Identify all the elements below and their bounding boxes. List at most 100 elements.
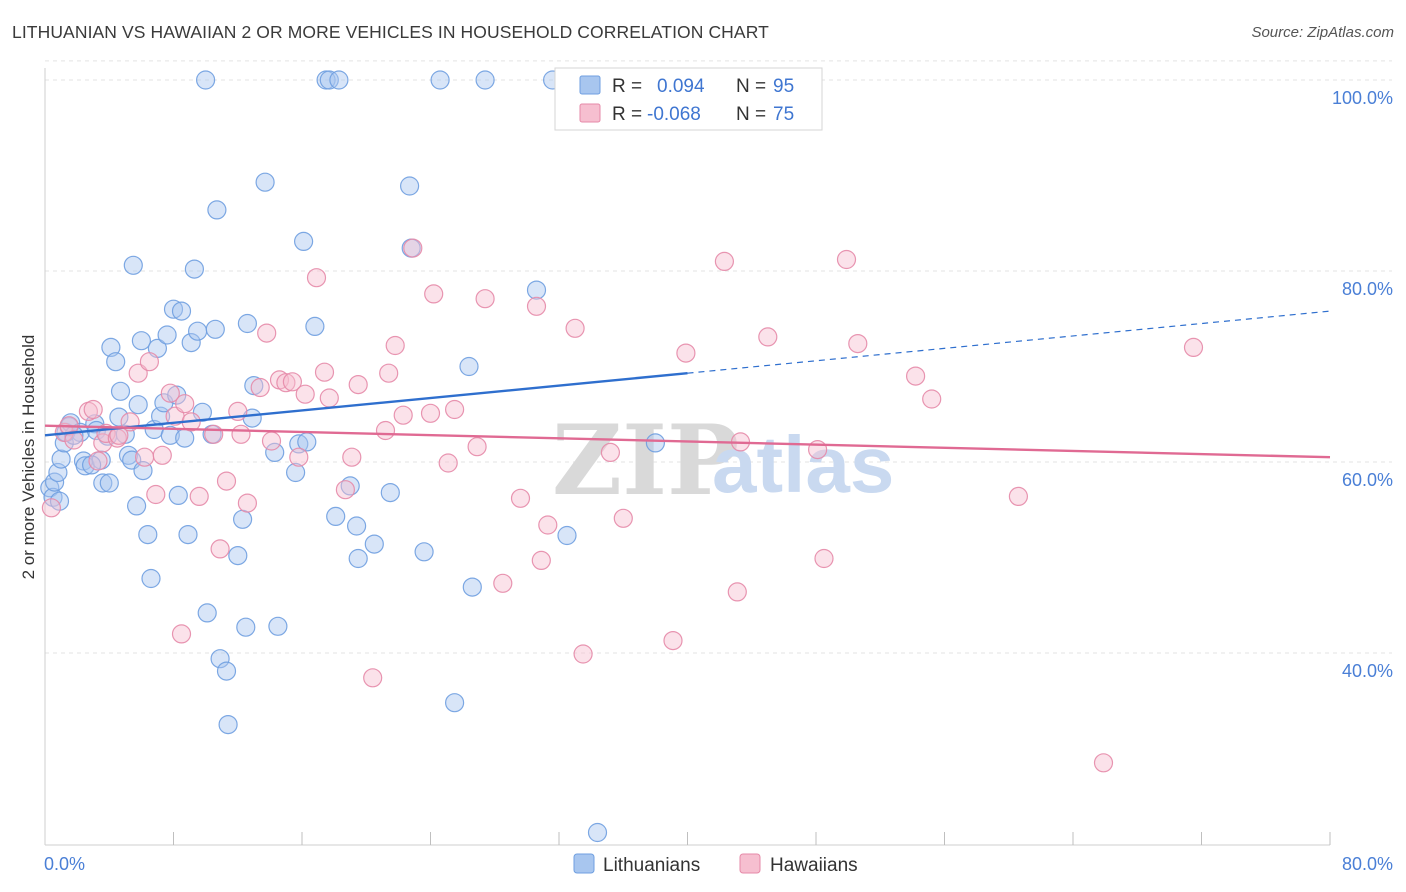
hawaiian-point (424, 284, 444, 304)
lithuanian-point (184, 259, 204, 279)
hawaiian-point (385, 335, 405, 356)
lithuanian-point (347, 516, 367, 536)
lithuanian-point (265, 442, 285, 462)
lithuanian-point (329, 70, 349, 90)
hawaiian-point (905, 366, 926, 386)
hawaiian-point (1008, 486, 1029, 506)
hawaiian-point (135, 447, 155, 467)
hawaiian-point (237, 493, 257, 513)
hawaiian-point (814, 548, 834, 569)
legend-r-label-2: R = (612, 104, 642, 125)
lithuanian-point (99, 473, 119, 493)
hawaiian-point (88, 451, 108, 471)
hawaiian-point (231, 424, 251, 444)
lithuanian-point (110, 381, 131, 401)
hawaiian-point (727, 582, 747, 602)
hawaiian-point (139, 352, 159, 372)
lithuanian-point (430, 70, 450, 90)
lithuanian-point (207, 200, 227, 220)
stats-legend: R = 0.094 N = 95 R = -0.068 N = 75 (554, 67, 823, 131)
lithuanian-point (459, 356, 479, 377)
legend-n-label-1: N = (736, 76, 766, 97)
legend-r-label-1: R = (612, 76, 642, 97)
lithuanian-point (205, 319, 225, 339)
hawaiian-point (807, 440, 828, 460)
y-tick-label: 100.0% (1332, 88, 1393, 108)
chart-source: Source: ZipAtlas.com (1251, 24, 1394, 41)
hawaiian-point (276, 373, 296, 393)
bottom-legend-label-hawaiians: Hawaiians (770, 855, 858, 876)
hawaiian-point (216, 471, 237, 491)
lithuanian-point (305, 316, 325, 336)
hawaiian-point (1093, 753, 1114, 773)
lithuanian-point (138, 524, 158, 545)
lithuanian-point (106, 352, 126, 372)
hawaiian-point (714, 251, 735, 271)
legend-n-value-1: 95 (773, 76, 794, 97)
lithuanian-point (400, 176, 420, 196)
hawaiian-point (306, 268, 327, 288)
hawaiian-point (922, 389, 942, 409)
hawaiian-point (475, 289, 495, 309)
x-tick-label-min: 0.0% (44, 854, 85, 874)
lithuanian-point (526, 280, 547, 300)
legend-swatch-lithuanians (579, 75, 601, 95)
lithuanian-point (101, 337, 121, 357)
x-tick-label-max: 80.0% (1342, 854, 1393, 874)
hawaiian-point (420, 403, 441, 423)
series-legend: Lithuanians Hawaiians (573, 853, 858, 876)
lithuanian-point (326, 506, 346, 527)
y-tick-labels: 40.0% 60.0% 80.0% 100.0% (1332, 88, 1393, 681)
hawaiian-point (189, 486, 209, 506)
hawaiian-point (175, 394, 195, 414)
hawaiian-point (250, 377, 270, 398)
lithuanian-point (123, 255, 143, 275)
hawaiian-point (64, 430, 84, 450)
chart-title: LITHUANIAN VS HAWAIIAN 2 OR MORE VEHICLE… (12, 22, 769, 42)
lithuanian-point (128, 395, 148, 415)
hawaiian-point (109, 425, 129, 445)
hawaiian-point (493, 573, 513, 593)
hawaiian-point (467, 437, 487, 457)
lithuanian-point (178, 524, 198, 545)
y-axis-label: 2 or more Vehicles in Household (19, 335, 38, 580)
trend-lines (44, 310, 1331, 459)
grid-lines (45, 60, 1392, 654)
hawaiian-point (613, 508, 633, 528)
lithuanian-point (171, 301, 192, 321)
lithuanian-point (168, 485, 188, 505)
lithuanian-point (196, 70, 216, 90)
data-points (40, 70, 1204, 843)
hawaiian-point (663, 630, 683, 651)
lithuanian-point (228, 545, 248, 566)
hawaiian-point (403, 238, 423, 258)
lithuanian-point (175, 428, 195, 448)
hawaiian-point (295, 384, 315, 404)
lithuanian-point (319, 70, 339, 90)
lithuanian-point (462, 577, 482, 597)
lithuanian-point (587, 822, 608, 843)
hawaiian-point (83, 399, 103, 420)
lithuanian-point (233, 509, 253, 529)
lithuanian-point (188, 321, 208, 341)
hawaiian-point (445, 399, 465, 420)
hawaiian-point (171, 624, 192, 644)
hawaiian-point (128, 363, 148, 383)
lithuanian-point (348, 548, 368, 569)
lithuanian-point (127, 496, 147, 516)
lithuanian-point (216, 661, 237, 681)
hawaiian-point (204, 424, 224, 444)
hawaiian-point (363, 668, 383, 688)
lithuanian-point (475, 70, 495, 90)
hawaiian-point (510, 488, 531, 508)
lithuanian-point (181, 333, 201, 353)
lithuanian-point (141, 568, 161, 589)
legend-r-value-2: -0.068 (647, 104, 701, 125)
hawaiian-point (573, 644, 593, 664)
hawaiian-point (600, 442, 621, 462)
hawaiian-point (282, 372, 302, 392)
hawaiian-point (210, 539, 230, 559)
lithuanian-point (236, 617, 256, 637)
y-tick-label: 60.0% (1342, 470, 1393, 490)
